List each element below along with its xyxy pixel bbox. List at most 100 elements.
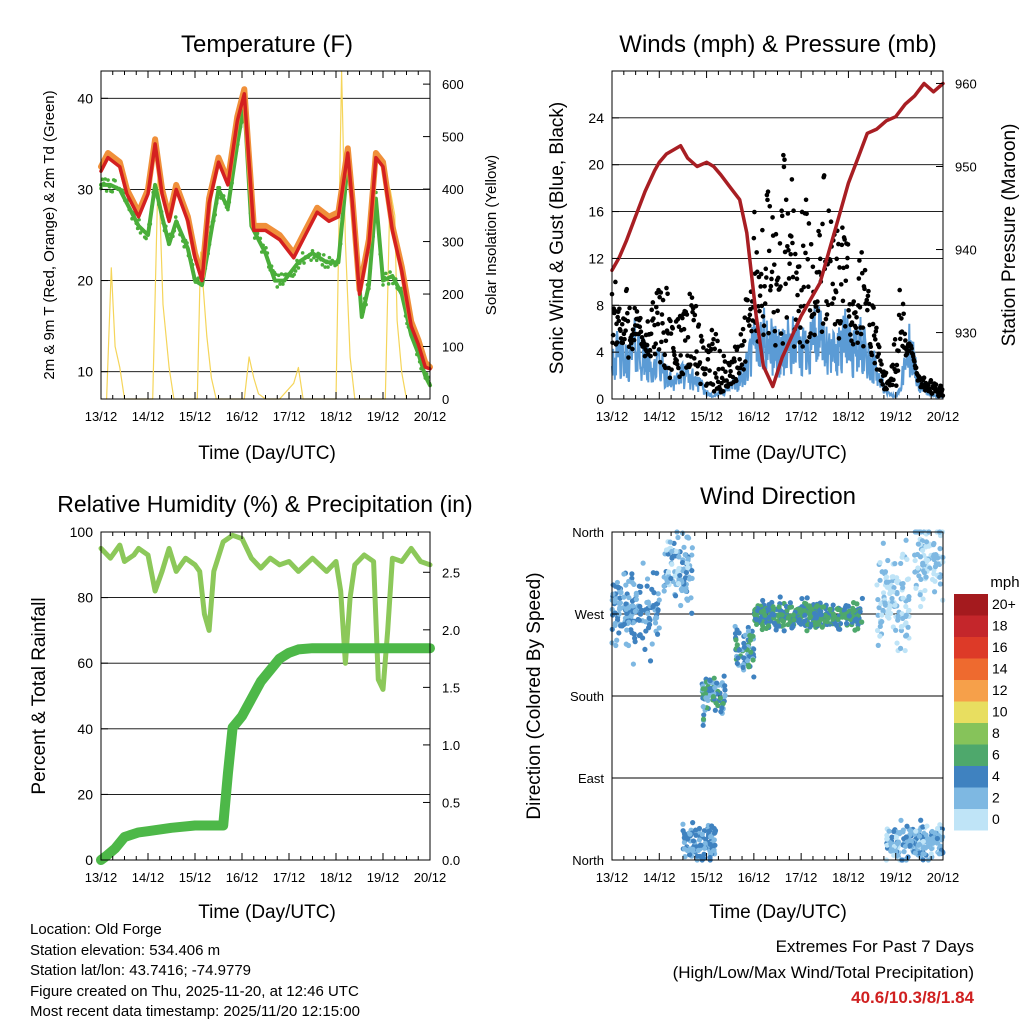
direction-point <box>613 595 619 601</box>
dewpoint-point <box>279 272 284 276</box>
colorbar-label: 18 <box>992 618 1008 634</box>
direction-point <box>661 583 667 589</box>
dewpoint-point <box>371 234 375 239</box>
dewpoint-point <box>258 236 263 241</box>
dewpoint-point <box>262 250 267 255</box>
temperature-series <box>98 70 433 400</box>
direction-point <box>918 817 924 823</box>
direction-point <box>899 554 905 560</box>
gust-point <box>817 232 822 238</box>
direction-point <box>614 579 621 586</box>
gust-point <box>706 343 712 348</box>
direction-point <box>922 587 928 594</box>
direction-point <box>766 602 772 608</box>
y-tick-label: South <box>570 689 604 704</box>
direction-point <box>841 612 847 618</box>
gust-point <box>825 302 831 308</box>
gust-point <box>738 332 744 337</box>
gust-point <box>712 346 718 352</box>
pressure-line <box>610 81 945 389</box>
direction-point <box>878 600 884 607</box>
colorbar-swatch <box>954 766 988 788</box>
dewpoint-point <box>362 296 367 301</box>
direction-point <box>913 585 919 591</box>
gust-point <box>728 368 733 374</box>
dewpoint-point <box>268 268 273 272</box>
gust-point <box>861 343 866 349</box>
direction-point <box>785 615 791 621</box>
dewpoint-point <box>235 142 240 147</box>
colorbar-label: 14 <box>992 661 1008 677</box>
gust-point <box>874 325 879 331</box>
gust-point <box>901 311 906 317</box>
direction-point <box>707 841 713 848</box>
direction-point <box>852 617 858 623</box>
x-tick-label: 19/12 <box>879 409 912 424</box>
direction-point <box>898 817 904 823</box>
gust-point <box>758 284 763 289</box>
direction-point <box>643 619 649 625</box>
direction-point <box>882 569 889 575</box>
gust-point <box>791 344 797 349</box>
gust-point <box>692 312 698 318</box>
dewpoint-point <box>302 261 306 265</box>
direction-point <box>808 622 815 628</box>
colorbar-label: 8 <box>992 725 1000 741</box>
gust-point <box>674 358 679 363</box>
gust-point <box>732 359 737 364</box>
y-tick-label: 24 <box>588 110 604 126</box>
direction-point <box>830 612 837 618</box>
direction-point <box>747 637 753 643</box>
gust-point <box>741 338 747 344</box>
gust-point <box>799 287 804 293</box>
gust-point <box>620 340 626 346</box>
direction-point <box>905 624 911 630</box>
y2-tick-label: 1.0 <box>442 738 460 753</box>
direction-point <box>912 850 918 856</box>
dewpoint-point <box>255 231 260 236</box>
gust-point <box>878 378 884 384</box>
gust-point <box>869 352 875 358</box>
direction-point <box>656 625 662 631</box>
temperature-y2label: Solar Insolation (Yellow) <box>483 155 500 315</box>
gust-point <box>859 270 865 276</box>
gust-point <box>720 366 725 372</box>
gust-point <box>691 317 697 323</box>
gust-point <box>655 321 661 327</box>
gust-point <box>832 321 838 327</box>
dewpoint-point <box>368 266 373 271</box>
x-tick-label: 20/12 <box>927 870 960 885</box>
direction-point <box>711 825 717 832</box>
x-tick-label: 13/12 <box>596 409 629 424</box>
temperature-axes: 13/12 14/12 15/12 16/12 17/12 18/12 19/12 20/12… <box>77 71 464 424</box>
direction-point <box>610 582 616 588</box>
dewpoint-point <box>296 266 301 270</box>
direction-point <box>633 590 639 596</box>
direction-point <box>879 612 885 618</box>
gust-point <box>816 269 822 275</box>
gust-point <box>684 312 690 317</box>
direction-point <box>686 576 693 582</box>
station-latlon: Station lat/lon: 43.7416; -74.9779 <box>30 962 252 979</box>
gust-point <box>792 251 798 257</box>
direction-point <box>903 612 909 618</box>
dewpoint-point <box>113 178 117 183</box>
direction-point <box>712 707 718 713</box>
direction-point <box>798 609 804 616</box>
x-tick-label: 13/12 <box>85 409 118 424</box>
gust-point <box>661 330 666 335</box>
direction-point <box>759 626 765 633</box>
gust-point <box>677 374 682 380</box>
gust-point <box>891 342 897 347</box>
direction-point <box>899 611 905 617</box>
dewpoint-point <box>364 302 368 307</box>
direction-point <box>635 616 641 623</box>
direction-point <box>924 557 931 563</box>
gust-point <box>638 315 643 321</box>
gust-point <box>668 318 673 324</box>
colorbar-label: 2 <box>992 790 1000 806</box>
gust-point <box>652 351 658 357</box>
direction-point <box>903 603 909 610</box>
gust-point <box>759 303 765 309</box>
dewpoint-point <box>313 254 318 258</box>
